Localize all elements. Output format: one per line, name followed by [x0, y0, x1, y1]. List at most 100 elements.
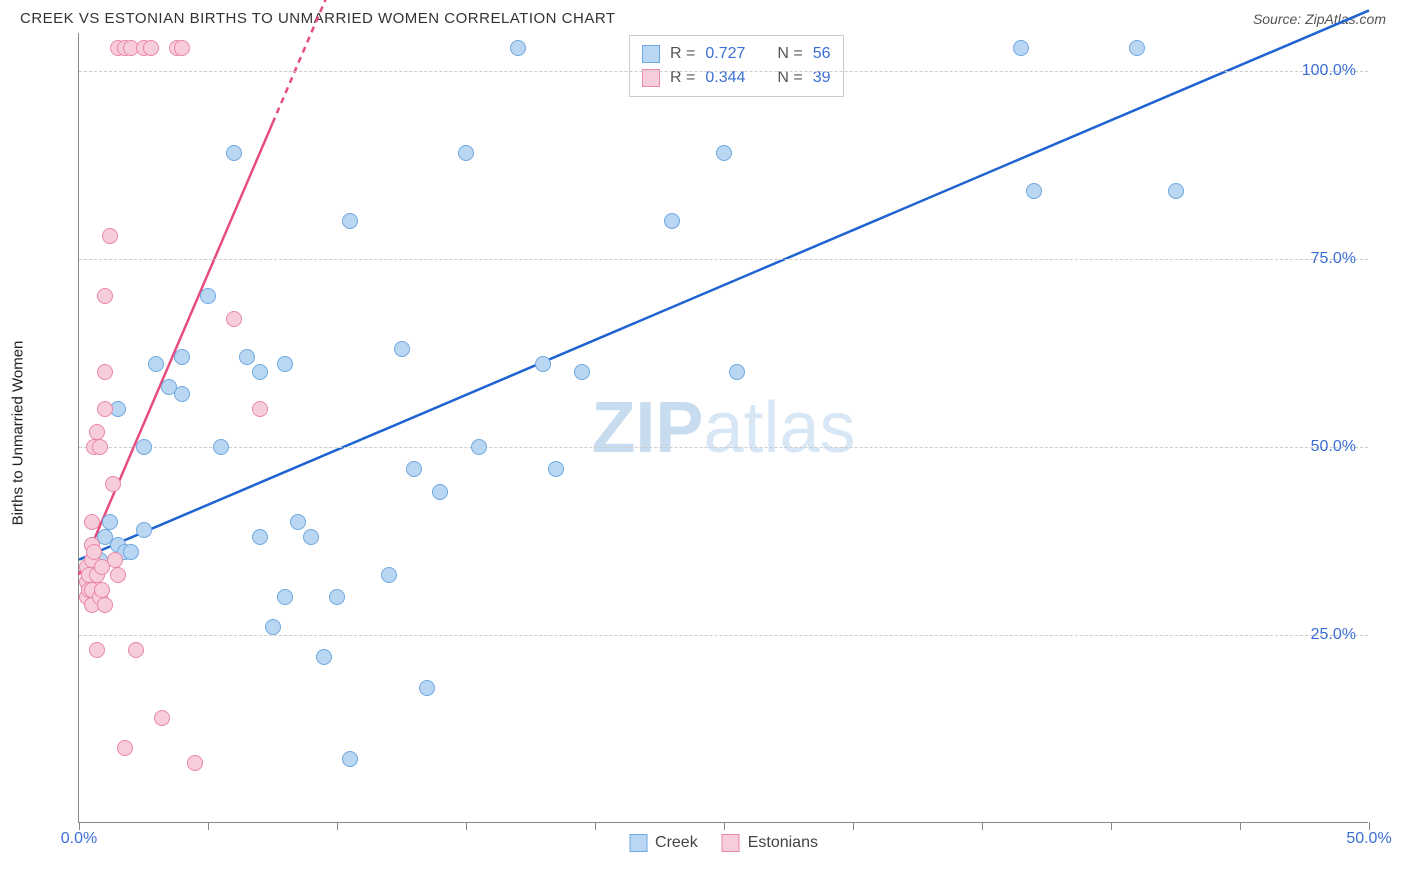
data-point — [226, 145, 242, 161]
series-legend: Creek Estonians — [629, 834, 818, 852]
source-label: Source: ZipAtlas.com — [1253, 11, 1386, 27]
stats-row: R = 0.727 N = 56 — [642, 42, 831, 66]
data-point — [1026, 183, 1042, 199]
data-point — [239, 349, 255, 365]
data-point — [394, 341, 410, 357]
n-label: N = — [777, 66, 802, 90]
series-swatch — [642, 45, 660, 63]
n-value: 39 — [813, 66, 831, 90]
data-point — [97, 364, 113, 380]
r-label: R = — [670, 42, 695, 66]
x-tick — [337, 822, 338, 830]
x-tick — [595, 822, 596, 830]
data-point — [97, 401, 113, 417]
data-point — [729, 364, 745, 380]
data-point — [316, 649, 332, 665]
data-point — [107, 552, 123, 568]
data-point — [471, 439, 487, 455]
data-point — [406, 461, 422, 477]
gridline — [79, 447, 1368, 448]
data-point — [432, 484, 448, 500]
data-point — [381, 567, 397, 583]
data-point — [303, 529, 319, 545]
y-axis-label: Births to Unmarried Women — [10, 341, 27, 526]
data-point — [105, 476, 121, 492]
data-point — [97, 288, 113, 304]
data-point — [226, 311, 242, 327]
data-point — [174, 349, 190, 365]
data-point — [252, 401, 268, 417]
data-point — [174, 40, 190, 56]
data-point — [1129, 40, 1145, 56]
x-tick — [853, 822, 854, 830]
y-tick-label: 50.0% — [1311, 438, 1356, 456]
r-value: 0.727 — [705, 42, 745, 66]
data-point — [89, 424, 105, 440]
gridline — [79, 71, 1368, 72]
data-point — [252, 529, 268, 545]
data-point — [277, 356, 293, 372]
y-tick-label: 25.0% — [1311, 626, 1356, 644]
data-point — [136, 439, 152, 455]
legend-item: Creek — [629, 834, 698, 852]
data-point — [110, 567, 126, 583]
data-point — [1168, 183, 1184, 199]
data-point — [716, 145, 732, 161]
x-tick — [79, 822, 80, 830]
data-point — [86, 544, 102, 560]
watermark: ZIPatlas — [591, 387, 855, 469]
gridline — [79, 259, 1368, 260]
data-point — [277, 589, 293, 605]
x-tick — [982, 822, 983, 830]
data-point — [143, 40, 159, 56]
data-point — [548, 461, 564, 477]
data-point — [136, 522, 152, 538]
y-tick-label: 75.0% — [1311, 250, 1356, 268]
x-tick — [466, 822, 467, 830]
data-point — [342, 213, 358, 229]
data-point — [200, 288, 216, 304]
n-label: N = — [777, 42, 802, 66]
x-tick — [1111, 822, 1112, 830]
series-swatch — [642, 69, 660, 87]
chart-title: CREEK VS ESTONIAN BIRTHS TO UNMARRIED WO… — [20, 10, 616, 27]
data-point — [265, 619, 281, 635]
data-point — [342, 751, 358, 767]
data-point — [252, 364, 268, 380]
stats-row: R = 0.344 N = 39 — [642, 66, 831, 90]
data-point — [128, 642, 144, 658]
data-point — [148, 356, 164, 372]
x-tick-label: 50.0% — [1346, 830, 1391, 848]
data-point — [213, 439, 229, 455]
data-point — [419, 680, 435, 696]
x-tick — [724, 822, 725, 830]
legend-label: Estonians — [748, 834, 818, 852]
n-value: 56 — [813, 42, 831, 66]
x-tick — [208, 822, 209, 830]
data-point — [174, 386, 190, 402]
data-point — [1013, 40, 1029, 56]
data-point — [84, 514, 100, 530]
data-point — [117, 740, 133, 756]
data-point — [329, 589, 345, 605]
data-point — [89, 642, 105, 658]
data-point — [664, 213, 680, 229]
data-point — [92, 439, 108, 455]
y-tick-label: 100.0% — [1302, 62, 1356, 80]
legend-label: Creek — [655, 834, 698, 852]
data-point — [94, 582, 110, 598]
data-point — [97, 597, 113, 613]
data-point — [290, 514, 306, 530]
legend-swatch — [629, 834, 647, 852]
r-value: 0.344 — [705, 66, 745, 90]
x-tick — [1240, 822, 1241, 830]
data-point — [458, 145, 474, 161]
data-point — [102, 514, 118, 530]
plot-area: ZIPatlas R = 0.727 N = 56 R = 0.344 N = … — [78, 33, 1368, 823]
data-point — [154, 710, 170, 726]
data-point — [535, 356, 551, 372]
data-point — [102, 228, 118, 244]
chart-container: Births to Unmarried Women ZIPatlas R = 0… — [18, 33, 1388, 833]
data-point — [574, 364, 590, 380]
legend-item: Estonians — [722, 834, 818, 852]
